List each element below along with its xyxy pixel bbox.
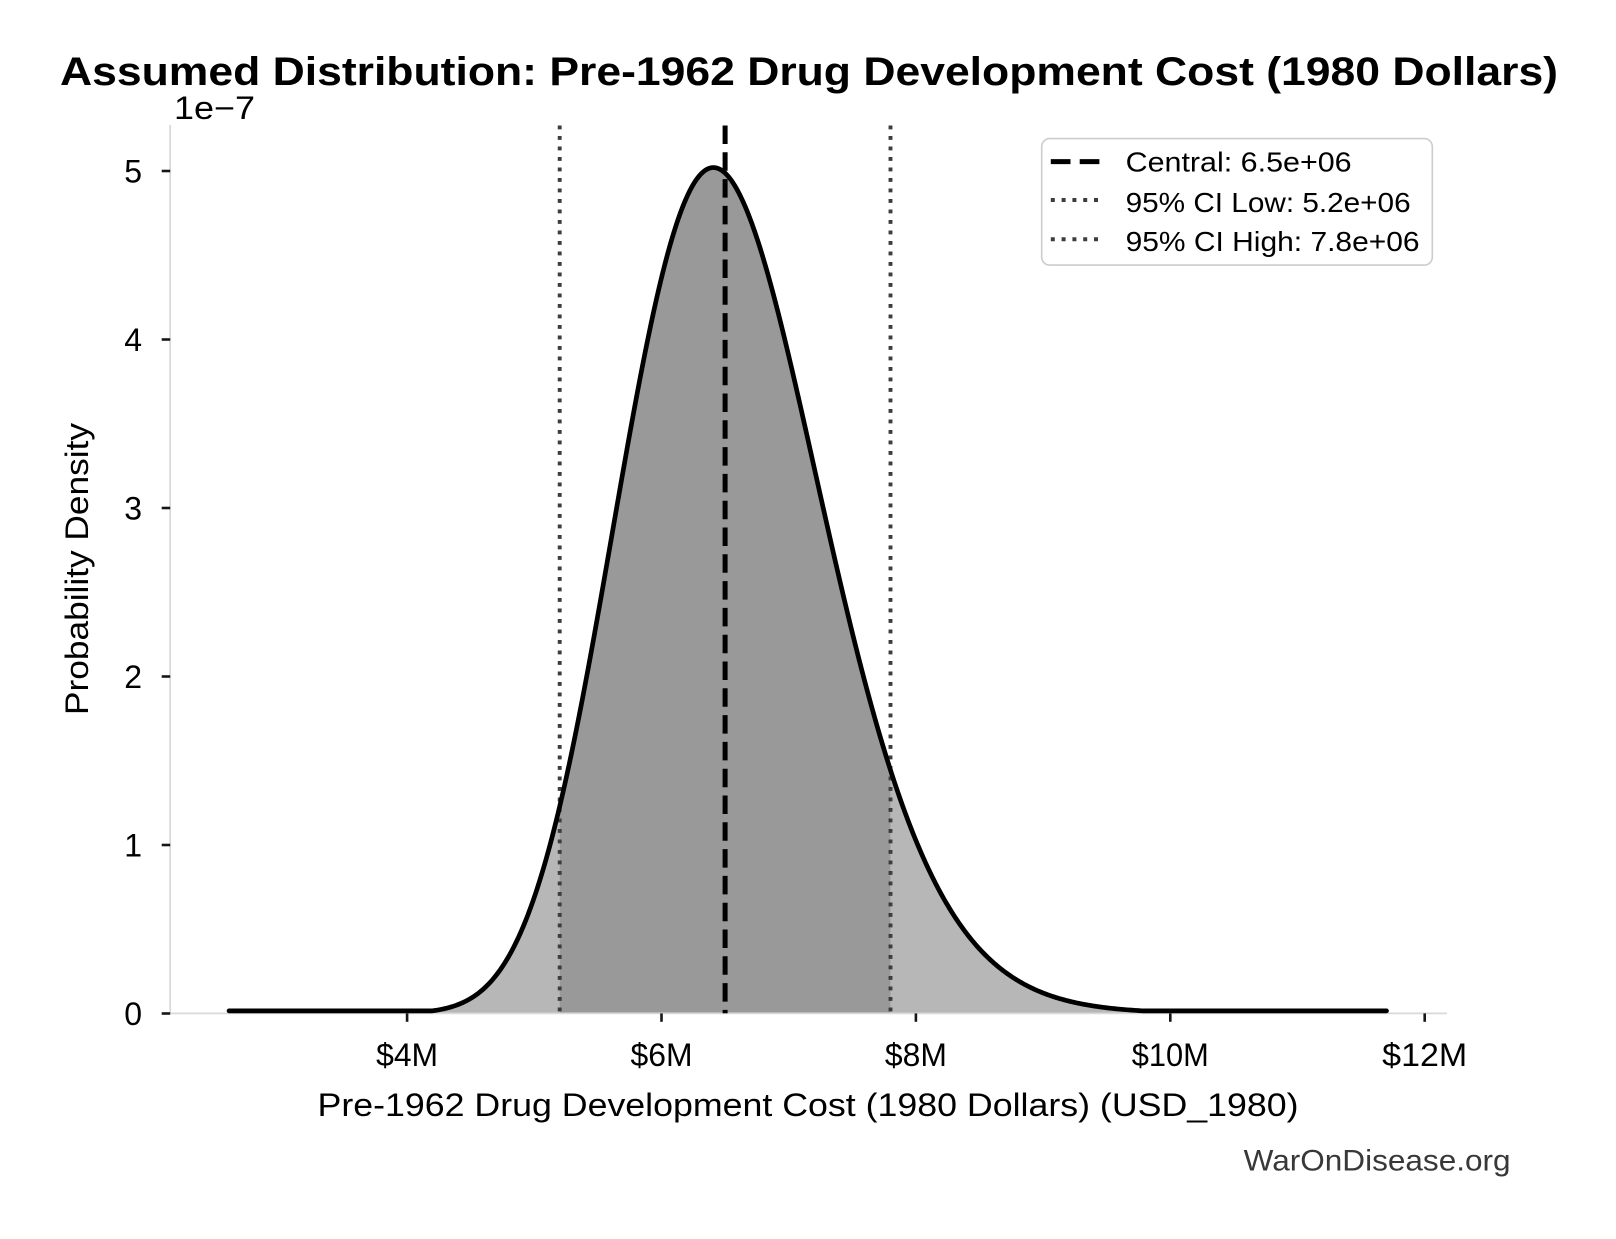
svg-text:WarOnDisease.org: WarOnDisease.org [1244,1145,1511,1178]
svg-text:Probability Density: Probability Density [59,423,95,715]
svg-text:Pre-1962 Drug Development Cost: Pre-1962 Drug Development Cost (1980 Dol… [318,1087,1299,1123]
svg-text:5: 5 [124,154,142,190]
svg-text:$8M: $8M [885,1037,947,1073]
svg-text:2: 2 [124,659,142,695]
svg-text:$6M: $6M [631,1037,693,1073]
svg-text:$4M: $4M [376,1037,438,1073]
svg-text:0: 0 [124,996,142,1032]
svg-text:$12M: $12M [1382,1037,1467,1073]
svg-text:Assumed Distribution: Pre-1962: Assumed Distribution: Pre-1962 Drug Deve… [60,50,1558,94]
svg-text:Central: 6.5e+06: Central: 6.5e+06 [1126,147,1352,178]
svg-text:4: 4 [124,322,142,358]
svg-text:$10M: $10M [1132,1037,1209,1073]
svg-text:3: 3 [124,491,142,527]
svg-text:95% CI Low: 5.2e+06: 95% CI Low: 5.2e+06 [1126,187,1411,218]
svg-text:95% CI High: 7.8e+06: 95% CI High: 7.8e+06 [1126,226,1420,257]
svg-text:1: 1 [124,828,142,864]
svg-text:1e−7: 1e−7 [174,90,255,126]
